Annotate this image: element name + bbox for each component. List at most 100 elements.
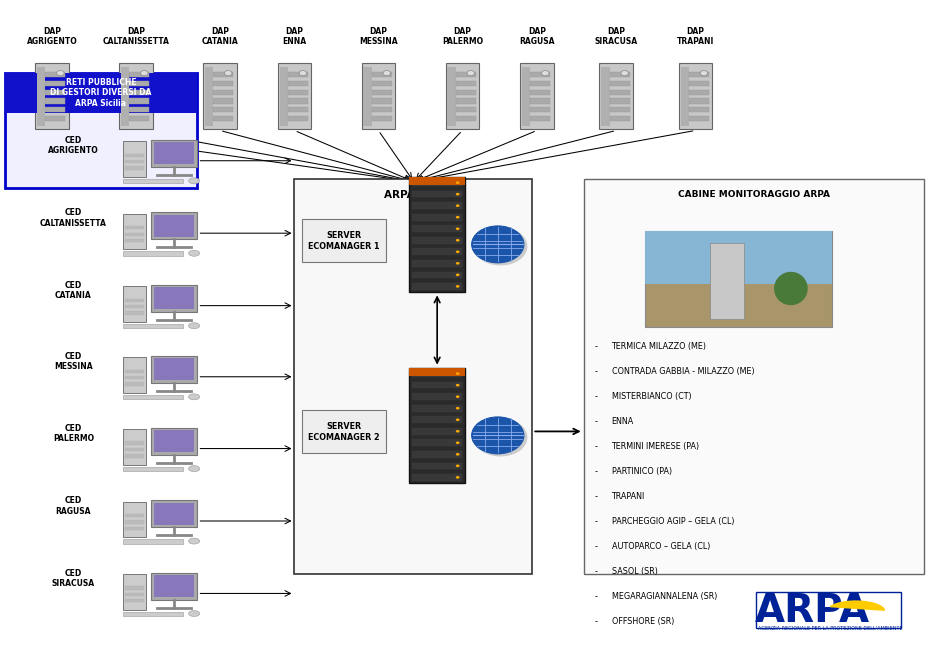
Bar (45, 116, 65, 121)
Circle shape (456, 442, 460, 444)
Bar (153, 503, 194, 525)
Text: CED
PALERMO: CED PALERMO (53, 424, 94, 443)
Circle shape (141, 71, 149, 76)
Bar (123, 539, 183, 544)
Bar (679, 63, 713, 129)
Text: CED
CATANIA: CED CATANIA (55, 280, 92, 300)
Bar (610, 98, 630, 104)
Bar (213, 72, 234, 77)
Circle shape (383, 71, 390, 76)
Bar (35, 63, 69, 129)
Text: -: - (595, 392, 598, 401)
Bar (610, 90, 630, 95)
Bar (363, 67, 372, 126)
Bar (412, 440, 462, 446)
Bar (123, 574, 146, 610)
Bar (125, 305, 144, 308)
Bar (644, 231, 832, 327)
Bar (45, 72, 65, 77)
Bar (531, 107, 550, 112)
Bar (153, 143, 194, 164)
Bar (372, 72, 392, 77)
Bar (644, 231, 832, 284)
Bar (123, 141, 146, 177)
Circle shape (472, 226, 524, 263)
Circle shape (700, 71, 708, 76)
Circle shape (621, 71, 629, 76)
Circle shape (456, 453, 460, 455)
Bar (151, 572, 197, 600)
Ellipse shape (189, 178, 200, 183)
Bar (45, 107, 65, 112)
Bar (447, 67, 456, 126)
Text: TRAPANI: TRAPANI (612, 492, 644, 501)
Text: CED
RAGUSA: CED RAGUSA (56, 496, 92, 515)
Bar (288, 81, 308, 86)
Text: TERMINI IMERESE (PA): TERMINI IMERESE (PA) (612, 442, 700, 451)
Circle shape (474, 419, 527, 456)
Ellipse shape (189, 466, 200, 472)
Bar (6, 73, 196, 188)
Bar (372, 98, 392, 104)
Bar (125, 154, 144, 157)
Bar (412, 428, 462, 434)
Bar (151, 500, 197, 527)
Bar (757, 592, 900, 628)
Text: DAP
RAGUSA: DAP RAGUSA (519, 27, 555, 46)
Bar (123, 214, 146, 249)
Text: PARCHEGGIO AGIP – GELA (CL): PARCHEGGIO AGIP – GELA (CL) (612, 517, 734, 526)
Bar (412, 370, 462, 377)
Bar (688, 72, 709, 77)
Bar (125, 312, 144, 315)
Bar (409, 368, 465, 483)
Text: CED
MESSINA: CED MESSINA (54, 352, 92, 372)
Bar (45, 98, 65, 104)
Text: CED
SIRACUSA: CED SIRACUSA (52, 569, 95, 588)
Ellipse shape (774, 272, 808, 305)
Bar (153, 430, 194, 452)
Bar (688, 81, 709, 86)
Text: -: - (595, 442, 598, 451)
Bar (123, 286, 146, 322)
Bar (123, 467, 183, 471)
Bar (123, 357, 146, 393)
Text: CONTRADA GABBIA - MILAZZO (ME): CONTRADA GABBIA - MILAZZO (ME) (612, 367, 754, 376)
Bar (688, 90, 709, 95)
Bar (681, 67, 689, 126)
Bar (456, 81, 475, 86)
Bar (6, 73, 196, 113)
Text: PARTINICO (PA): PARTINICO (PA) (612, 467, 672, 476)
Circle shape (456, 418, 460, 421)
Bar (203, 63, 236, 129)
Bar (531, 81, 550, 86)
Text: SASOL (SR): SASOL (SR) (612, 567, 658, 576)
Text: -: - (595, 467, 598, 476)
Circle shape (456, 395, 460, 398)
Circle shape (456, 239, 460, 242)
Bar (302, 219, 386, 262)
Text: DAP
PALERMO: DAP PALERMO (442, 27, 483, 46)
Text: -: - (595, 342, 598, 351)
Bar (688, 107, 709, 112)
Bar (522, 67, 531, 126)
Text: SERVER
ECOMANAGER 1: SERVER ECOMANAGER 1 (308, 232, 379, 251)
Circle shape (456, 182, 460, 184)
Bar (412, 283, 462, 290)
Bar (125, 448, 144, 451)
Bar (123, 429, 146, 465)
Text: RETI PUBBLICHE
DI GESTORI DIVERSI DA
ARPA Sicilia: RETI PUBBLICHE DI GESTORI DIVERSI DA ARP… (50, 78, 151, 108)
Text: ARPA D.G.: ARPA D.G. (384, 190, 443, 201)
Bar (412, 226, 462, 232)
Text: TERMICA MILAZZO (ME): TERMICA MILAZZO (ME) (612, 342, 706, 351)
Circle shape (456, 430, 460, 432)
Bar (151, 284, 197, 312)
Bar (129, 72, 149, 77)
Bar (412, 191, 462, 197)
Text: AUTOPARCO – GELA (CL): AUTOPARCO – GELA (CL) (612, 542, 710, 551)
Bar (125, 298, 144, 302)
Circle shape (456, 407, 460, 409)
Circle shape (456, 205, 460, 207)
Bar (456, 90, 475, 95)
Ellipse shape (189, 250, 200, 256)
Bar (288, 72, 308, 77)
